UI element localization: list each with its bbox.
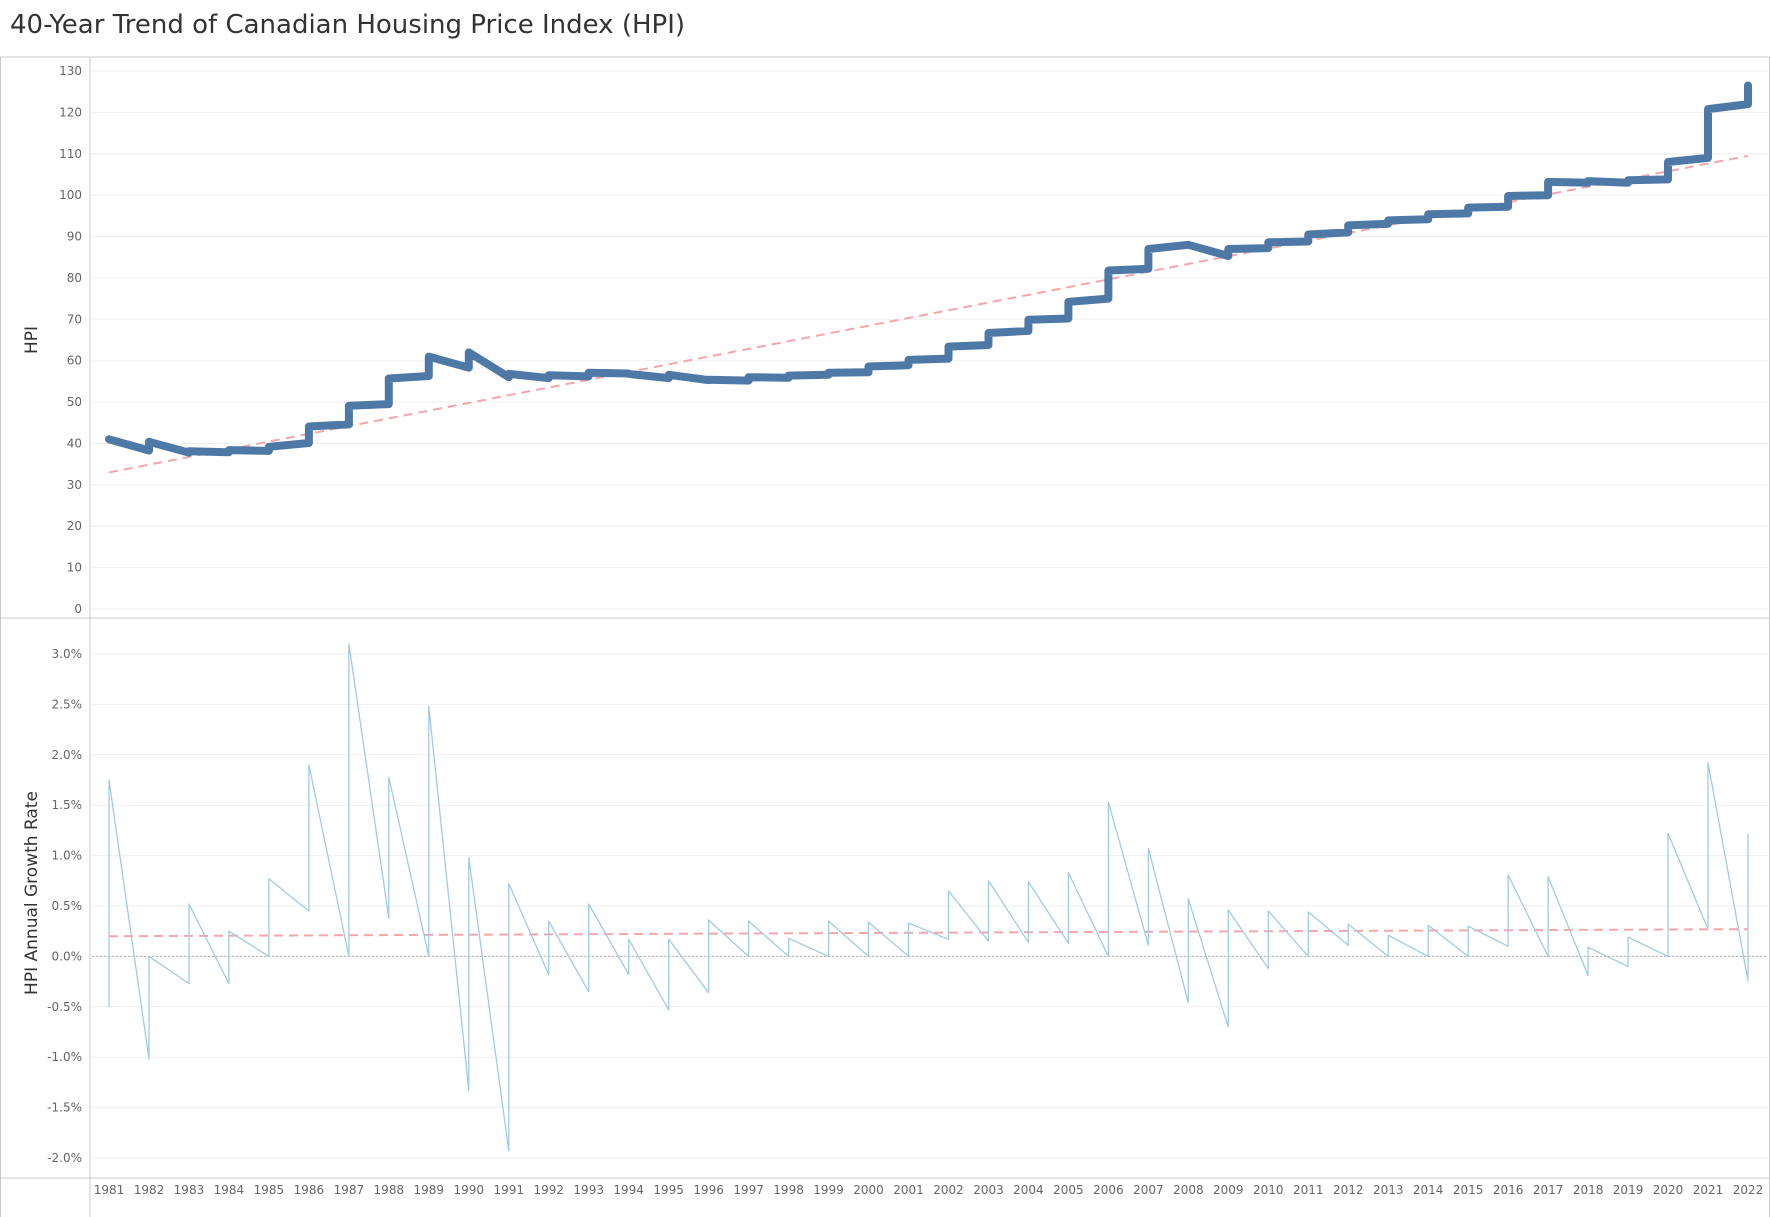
- trend-lines: [108, 154, 1749, 938]
- y-tick-label: 0.5%: [52, 899, 83, 913]
- x-tick-label: 2017: [1533, 1183, 1564, 1197]
- x-tick-label: 2005: [1053, 1183, 1084, 1197]
- x-tick-label: 2004: [1013, 1183, 1044, 1197]
- x-tick-label: 2011: [1293, 1183, 1324, 1197]
- y-tick-label: 0: [74, 602, 82, 616]
- x-tick-label: 1989: [414, 1183, 445, 1197]
- x-tick-label: 1981: [94, 1183, 125, 1197]
- y-tick-label: 50: [67, 395, 82, 409]
- y-tick-label: 1.0%: [52, 849, 83, 863]
- y-tick-label: 110: [59, 147, 82, 161]
- y-axis-title-hpi: HPI: [22, 326, 42, 354]
- y-tick-label: -1.5%: [47, 1101, 82, 1115]
- chart-frame: [0, 56, 1770, 1217]
- x-tick-label: 2012: [1333, 1183, 1364, 1197]
- x-tick-label: 2007: [1133, 1183, 1164, 1197]
- y-tick-label: 120: [59, 105, 82, 119]
- x-tick-label: 2003: [973, 1183, 1004, 1197]
- y-tick-label: 60: [67, 354, 82, 368]
- x-tick-label: 2019: [1613, 1183, 1644, 1197]
- gridlines: [92, 70, 1768, 1159]
- x-tick-label: 1994: [613, 1183, 644, 1197]
- x-tick-label: 1995: [653, 1183, 684, 1197]
- x-tick-label: 2013: [1373, 1183, 1404, 1197]
- x-tick-label: 1985: [254, 1183, 285, 1197]
- x-tick-label: 1996: [693, 1183, 724, 1197]
- x-tick-label: 1987: [334, 1183, 365, 1197]
- x-tick-label: 2020: [1653, 1183, 1684, 1197]
- x-tick-label: 2008: [1173, 1183, 1204, 1197]
- x-tick-label: 2002: [933, 1183, 964, 1197]
- y-tick-label: 100: [59, 188, 82, 202]
- y-tick-label: 130: [59, 64, 82, 78]
- tick-labels: 0 10 20 30 40 50 60 70 80 90 100 110 120 130 -2.0% -1.5…: [47, 64, 1763, 1197]
- series-lines: [105, 81, 1752, 1152]
- y-tick-label: 30: [67, 478, 82, 492]
- x-tick-label: 1988: [374, 1183, 405, 1197]
- y-tick-label: 2.0%: [52, 748, 83, 762]
- x-tick-label: 2021: [1693, 1183, 1724, 1197]
- x-tick-label: 1990: [454, 1183, 485, 1197]
- x-tick-label: 1986: [294, 1183, 325, 1197]
- x-tick-label: 2022: [1733, 1183, 1764, 1197]
- x-tick-label: 2010: [1253, 1183, 1284, 1197]
- y-tick-label: 20: [67, 519, 82, 533]
- y-tick-label: 80: [67, 271, 82, 285]
- x-tick-label: 1991: [493, 1183, 524, 1197]
- x-tick-label: 2016: [1493, 1183, 1524, 1197]
- x-tick-label: 2001: [893, 1183, 924, 1197]
- growth-rate-series-line: [108, 643, 1749, 1152]
- y-tick-label: 3.0%: [52, 647, 83, 661]
- y-tick-label: 90: [67, 230, 82, 244]
- y-tick-label: 1.5%: [52, 798, 83, 812]
- trend-line: [108, 928, 1749, 938]
- hpi-series-line: [105, 81, 1752, 457]
- chart-title: 40-Year Trend of Canadian Housing Price …: [10, 10, 686, 40]
- x-tick-label: 1998: [773, 1183, 804, 1197]
- y-tick-label: 0.0%: [52, 949, 83, 963]
- trend-line: [108, 154, 1749, 474]
- y-tick-label: 70: [67, 312, 82, 326]
- x-tick-label: 1999: [813, 1183, 844, 1197]
- x-tick-label: 2018: [1573, 1183, 1604, 1197]
- x-tick-label: 1997: [733, 1183, 764, 1197]
- y-tick-label: -1.0%: [47, 1050, 82, 1064]
- y-tick-label: -0.5%: [47, 1000, 82, 1014]
- x-tick-label: 1983: [174, 1183, 205, 1197]
- y-tick-label: -2.0%: [47, 1151, 82, 1165]
- x-tick-label: 1982: [134, 1183, 165, 1197]
- y-tick-label: 2.5%: [52, 697, 83, 711]
- x-tick-label: 2014: [1413, 1183, 1444, 1197]
- y-axis-title-growth: HPI Annual Growth Rate: [22, 791, 42, 995]
- x-tick-label: 2000: [853, 1183, 884, 1197]
- x-tick-label: 2009: [1213, 1183, 1244, 1197]
- y-tick-label: 40: [67, 436, 82, 450]
- x-tick-label: 1992: [533, 1183, 564, 1197]
- x-tick-label: 1993: [573, 1183, 604, 1197]
- x-tick-label: 2006: [1093, 1183, 1124, 1197]
- x-tick-label: 2015: [1453, 1183, 1484, 1197]
- y-tick-label: 10: [67, 561, 82, 575]
- x-tick-label: 1984: [214, 1183, 245, 1197]
- axis-labels: HPI HPI Annual Growth Rate: [22, 326, 42, 995]
